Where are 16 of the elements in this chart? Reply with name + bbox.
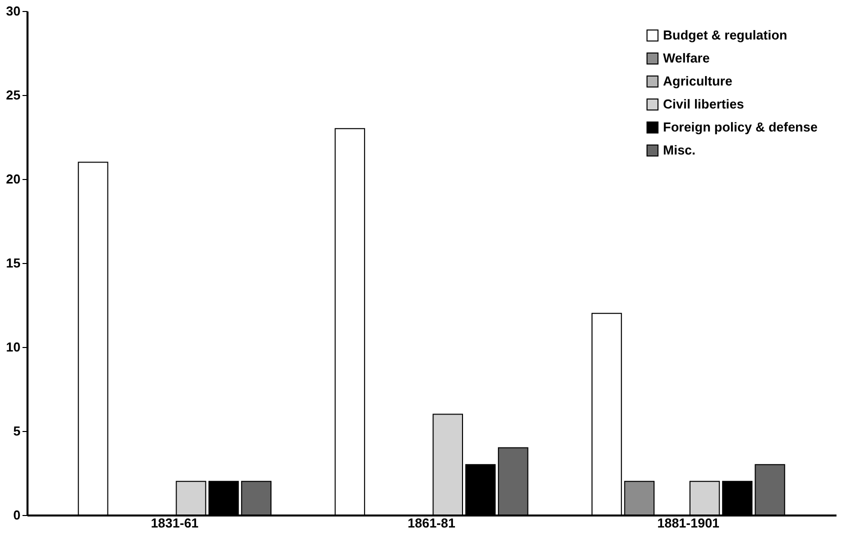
y-tick-label: 30: [6, 4, 20, 18]
y-tick-label: 10: [6, 340, 20, 354]
legend-label: Welfare: [663, 50, 710, 66]
y-tick-label: 15: [6, 256, 20, 270]
x-tick-label: 1881-1901: [657, 516, 720, 530]
x-tick-label: 1861-81: [408, 516, 456, 530]
y-tick-label: 20: [6, 172, 20, 186]
legend-label: Budget & regulation: [663, 28, 788, 42]
y-tick-label: 5: [13, 424, 20, 438]
legend-label: Agriculture: [663, 74, 732, 88]
legend-label: Misc.: [663, 142, 696, 158]
legend-label: Civil liberties: [663, 96, 744, 112]
legend-label: Foreign policy & defense: [663, 120, 818, 134]
y-tick-label: 25: [6, 88, 20, 102]
x-tick-label: 1831-61: [150, 516, 199, 530]
y-tick-label: 0: [13, 508, 20, 522]
